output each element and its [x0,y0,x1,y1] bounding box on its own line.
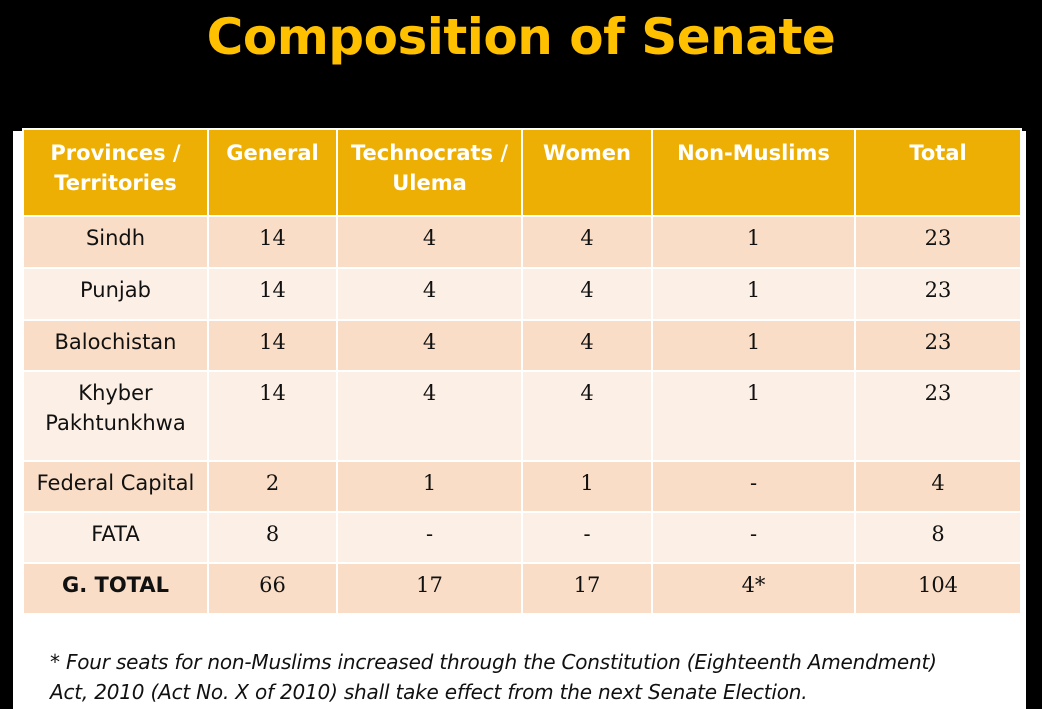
cell-province: FATA [22,511,209,564]
cell-total: 23 [854,319,1022,372]
cell-non-muslims: 1 [651,267,856,321]
cell-province: G. TOTAL [22,562,209,615]
senate-table: Provinces / Territories General Technocr… [22,128,1022,615]
table-row: Punjab 14 4 4 1 23 [22,267,1022,321]
cell-women: 4 [521,370,653,462]
cell-total: 104 [854,562,1022,615]
cell-technocrats: 4 [336,319,523,372]
cell-non-muslims: 1 [651,215,856,269]
cell-province: Punjab [22,267,209,321]
cell-general: 14 [207,267,338,321]
header-general: General [207,128,338,217]
cell-technocrats: 17 [336,562,523,615]
cell-non-muslims: - [651,511,856,564]
table-row-grand-total: G. TOTAL 66 17 17 4* 104 [22,562,1022,615]
cell-non-muslims: 1 [651,370,856,462]
header-technocrats: Technocrats / Ulema [336,128,523,217]
table-row: Khyber Pakhtunkhwa 14 4 4 1 23 [22,370,1022,462]
cell-province: Balochistan [22,319,209,372]
cell-technocrats: 4 [336,370,523,462]
cell-women: - [521,511,653,564]
cell-total: 4 [854,460,1022,513]
cell-general: 14 [207,319,338,372]
cell-women: 17 [521,562,653,615]
table-row: Balochistan 14 4 4 1 23 [22,319,1022,372]
table-row: FATA 8 - - - 8 [22,511,1022,564]
cell-technocrats: 4 [336,215,523,269]
table-row: Sindh 14 4 4 1 23 [22,215,1022,269]
cell-non-muslims: 4* [651,562,856,615]
cell-non-muslims: 1 [651,319,856,372]
footnote-line-2: Act, 2010 (Act No. X of 2010) shall take… [50,680,808,704]
cell-province: Federal Capital [22,460,209,513]
header-total: Total [854,128,1022,217]
cell-women: 4 [521,215,653,269]
cell-technocrats: - [336,511,523,564]
cell-non-muslims: - [651,460,856,513]
cell-total: 23 [854,215,1022,269]
cell-women: 1 [521,460,653,513]
footnote: * Four seats for non-Muslims increased t… [50,647,1010,707]
cell-technocrats: 1 [336,460,523,513]
table-header-row: Provinces / Territories General Technocr… [22,128,1022,217]
cell-general: 8 [207,511,338,564]
footnote-line-1: * Four seats for non-Muslims increased t… [50,650,937,674]
cell-province: Khyber Pakhtunkhwa [22,370,209,462]
cell-total: 23 [854,370,1022,462]
cell-province: Sindh [22,215,209,269]
cell-women: 4 [521,319,653,372]
table-row: Federal Capital 2 1 1 - 4 [22,460,1022,513]
cell-general: 14 [207,215,338,269]
cell-women: 4 [521,267,653,321]
header-provinces: Provinces / Territories [22,128,209,217]
cell-technocrats: 4 [336,267,523,321]
cell-general: 14 [207,370,338,462]
header-women: Women [521,128,653,217]
cell-general: 66 [207,562,338,615]
cell-general: 2 [207,460,338,513]
cell-total: 23 [854,267,1022,321]
cell-total: 8 [854,511,1022,564]
page-title: Composition of Senate [206,8,836,66]
header-non-muslims: Non-Muslims [651,128,856,217]
